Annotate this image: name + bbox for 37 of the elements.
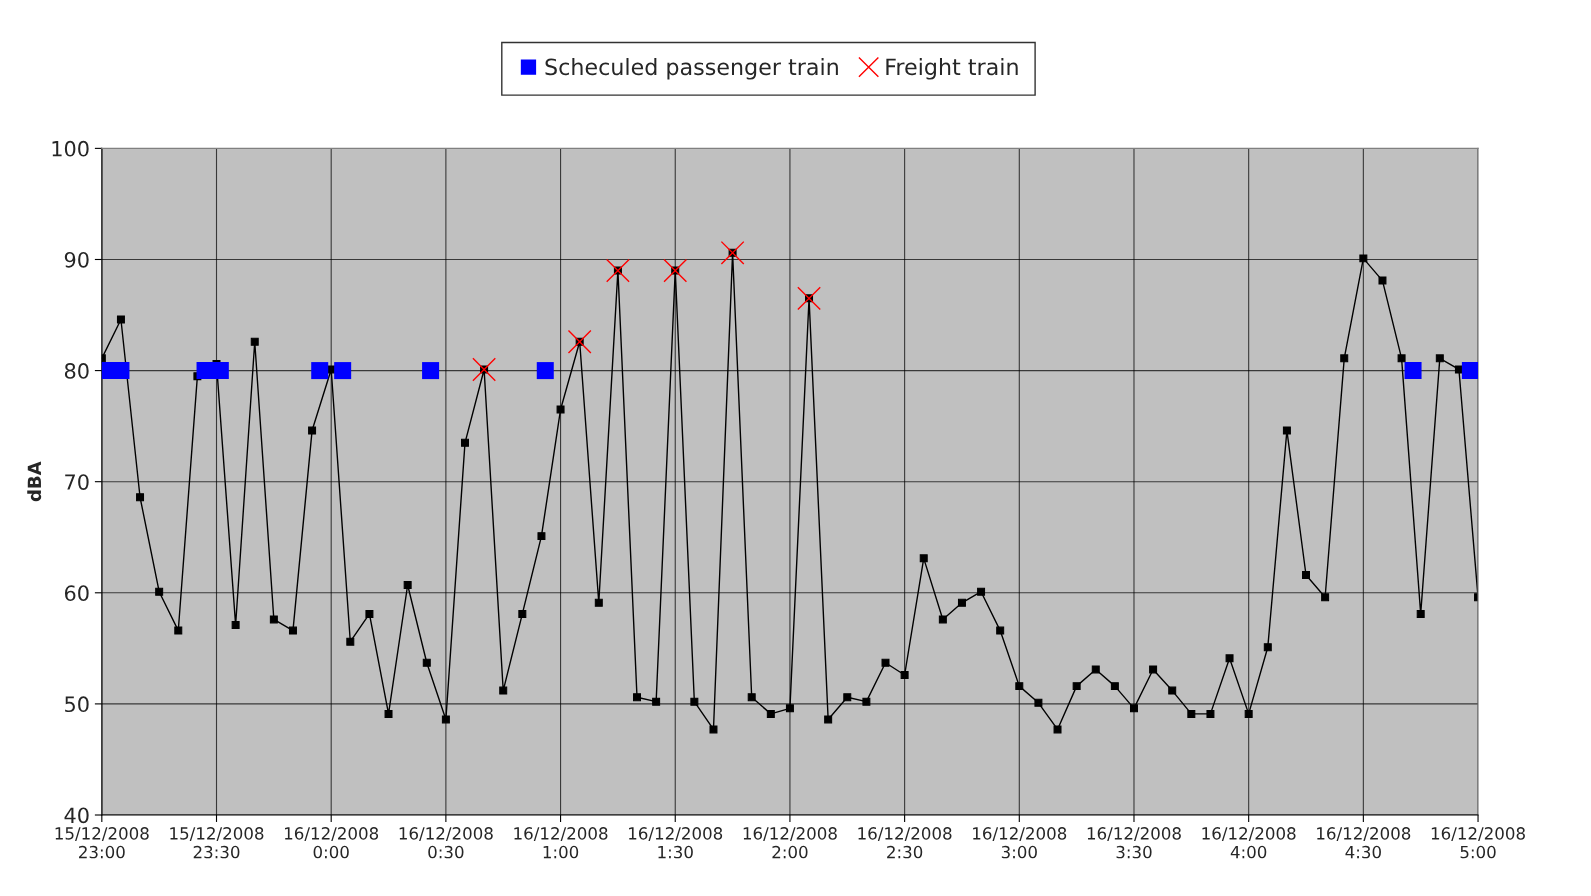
- point: [663, 258, 688, 283]
- y-tick-label: 70: [65, 474, 89, 490]
- y-tick-label: 40: [64, 807, 89, 824]
- y-tick-label: 90: [64, 251, 89, 268]
- point: [797, 286, 821, 311]
- point: [536, 362, 554, 380]
- y-tick-label: 100: [52, 140, 89, 157]
- x-tick-label: 16/12/2008 1:30: [629, 827, 723, 859]
- point: [422, 362, 440, 380]
- x-tick-label: 16/12/2008 0:30: [399, 827, 493, 859]
- point: [606, 258, 630, 283]
- legend-label: Scheculed passenger train: [545, 58, 838, 80]
- point: [211, 362, 229, 380]
- x-tick-label: 16/12/2008 4:30: [1317, 827, 1411, 859]
- point: [334, 362, 352, 380]
- x-tick-label: 15/12/2008 23:30: [170, 827, 264, 859]
- x-tick-label: 16/12/2008 1:00: [514, 827, 608, 859]
- x-tick-label: 16/12/2008 5:00: [1431, 827, 1525, 859]
- y-tick-label: 60: [64, 585, 89, 601]
- x-tick-label: 16/12/2008 3:00: [973, 827, 1067, 859]
- point: [1404, 362, 1422, 380]
- point: [311, 362, 329, 380]
- point: [567, 329, 592, 354]
- x-tick-label: 16/12/2008 4:00: [1202, 827, 1296, 859]
- x-tick-label: 15/12/2008 23:00: [55, 827, 149, 859]
- y-tick-label: 50: [65, 696, 89, 713]
- legend-label: Freight train: [886, 58, 1018, 80]
- y-tick-label: 80: [64, 363, 89, 379]
- point: [720, 240, 745, 265]
- x-tick-label: 16/12/2008 3:30: [1087, 827, 1181, 859]
- x-tick-label: 16/12/2008 0:00: [284, 827, 379, 859]
- x-tick-label: 16/12/2008 2:30: [858, 827, 952, 859]
- y-axis-title: dBA: [27, 461, 42, 502]
- point: [112, 362, 130, 380]
- point: [1461, 362, 1479, 380]
- point: [472, 357, 496, 382]
- x-tick-label: 16/12/2008 2:00: [743, 827, 837, 859]
